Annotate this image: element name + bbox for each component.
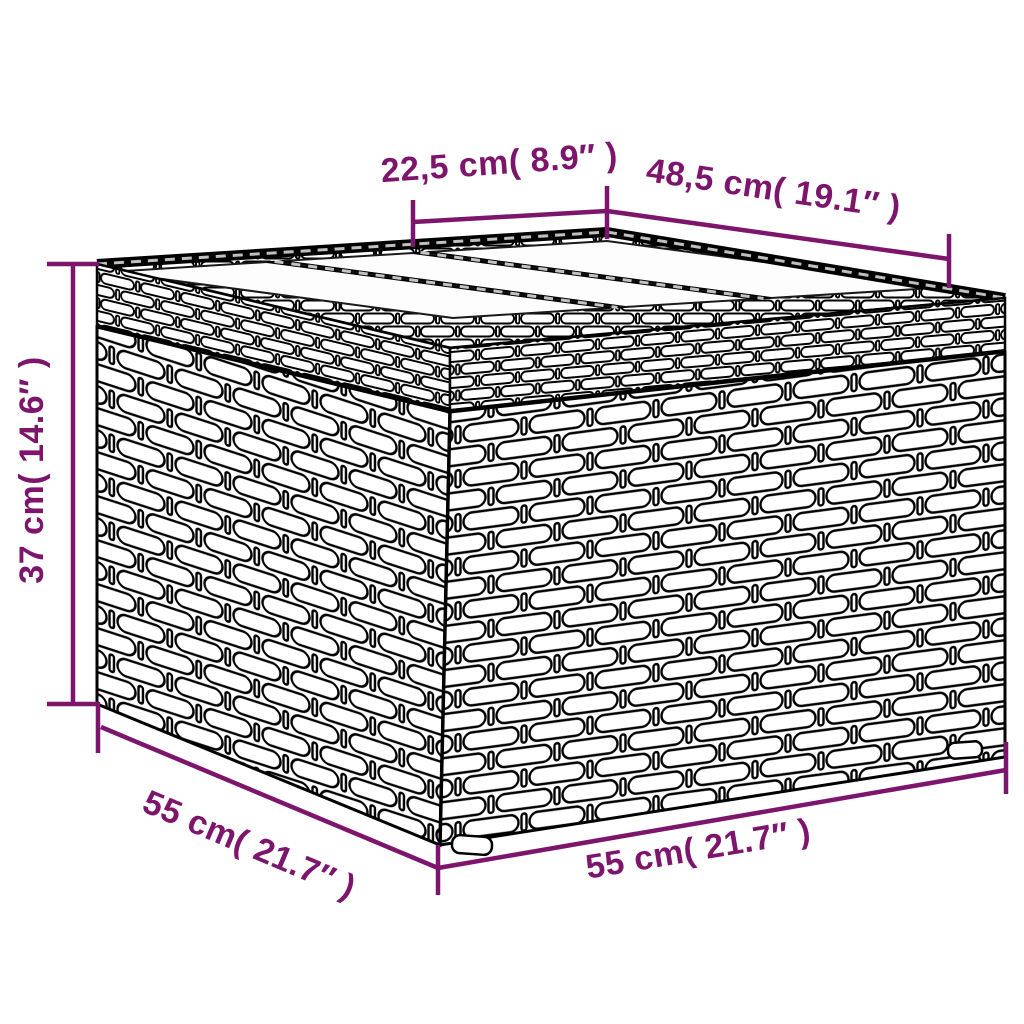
foot-front (450, 833, 494, 857)
dim-line (437, 767, 1007, 871)
dim-label-top-panel-width: 22,5 cm( 8.9″ ) (380, 136, 619, 190)
dim-label-top-glass-width: 48,5 cm( 19.1″ ) (644, 151, 904, 227)
dim-line (412, 208, 608, 225)
dim-line (100, 724, 439, 871)
body-front-corner-edge (438, 411, 452, 846)
dimension-height: 37 cm( 14.6″ ) (13, 261, 99, 707)
body-right-face (438, 350, 1007, 847)
table-feet (450, 740, 984, 857)
top-back-edges (96, 227, 1006, 303)
foot-right (946, 740, 984, 760)
glass-dividers (266, 251, 772, 309)
dim-line (606, 208, 950, 262)
dim-label-height: 37 cm( 14.6″ ) (13, 356, 51, 583)
dim-label-depth: 55 cm( 21.7″ ) (137, 783, 361, 907)
body-left-face (95, 325, 452, 848)
table-illustration (95, 227, 1007, 857)
glass-panels (109, 239, 951, 320)
